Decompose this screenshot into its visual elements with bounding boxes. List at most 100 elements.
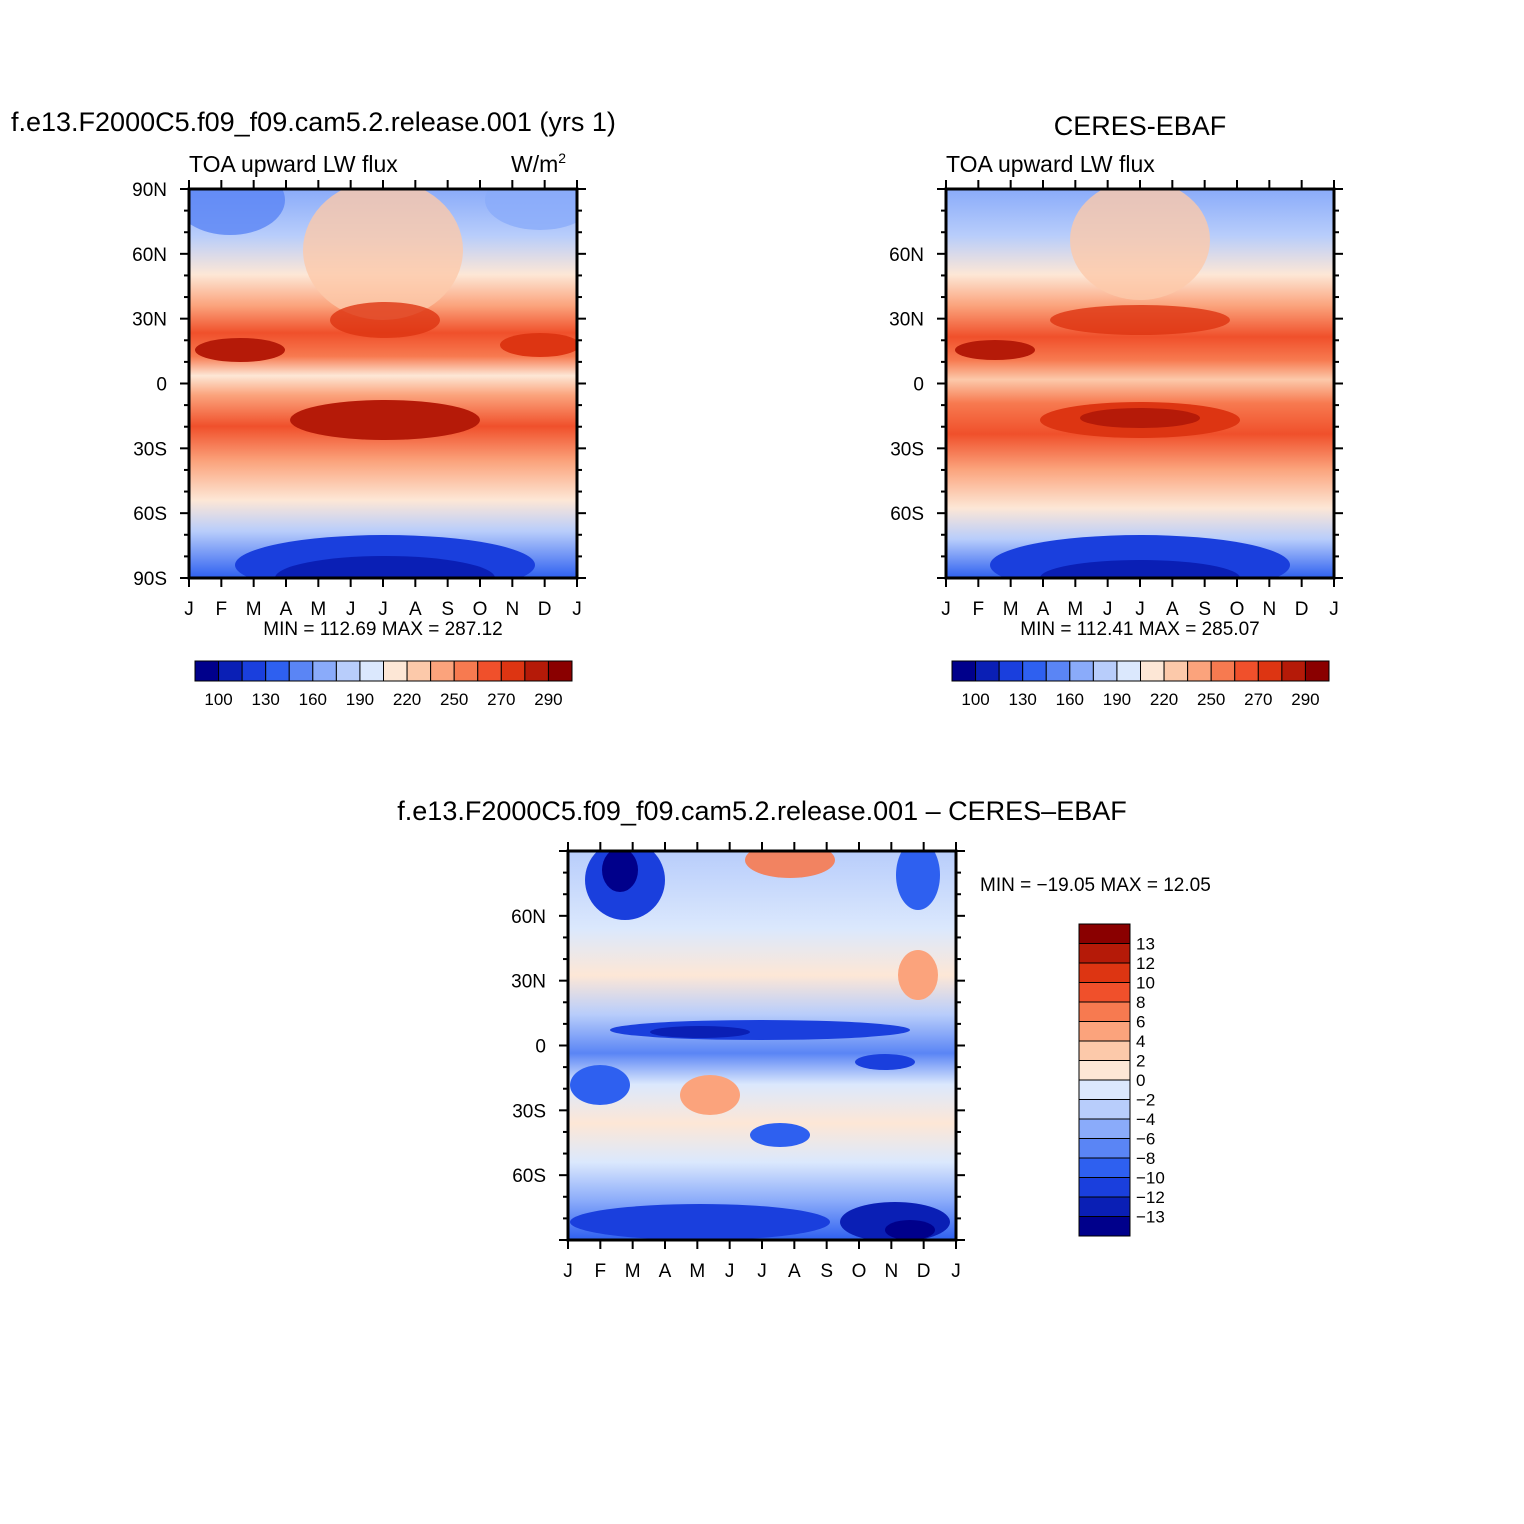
- colorbar-swatch: [1257, 660, 1283, 682]
- x-tick-label: A: [788, 1261, 801, 1282]
- model-title: f.e13.F2000C5.f09_f09.cam5.2.release.001…: [11, 107, 616, 137]
- colorbar-label: 6: [1136, 1013, 1145, 1032]
- x-tick-label: M: [625, 1261, 641, 1282]
- colorbar-swatch: [1078, 1216, 1131, 1237]
- y-tick-label: 0: [535, 1037, 546, 1058]
- difference-min-max: MIN = −19.05 MAX = 12.05: [980, 875, 1211, 896]
- x-tick-label: A: [1166, 599, 1179, 620]
- colorbar-swatch: [335, 660, 361, 682]
- colorbar-swatch: [1078, 943, 1131, 964]
- colorbar-swatch: [1078, 1001, 1131, 1022]
- x-tick-label: J: [1135, 599, 1145, 620]
- colorbar-swatch: [194, 660, 220, 682]
- x-tick-label: D: [917, 1261, 931, 1282]
- obs-title: CERES-EBAF: [1054, 111, 1227, 141]
- colorbar-swatch: [383, 660, 408, 682]
- colorbar-label: 250: [1197, 690, 1225, 709]
- colorbar-swatch: [1078, 1138, 1131, 1159]
- colorbar-label: 100: [204, 690, 232, 709]
- colorbar-swatch: [1078, 1040, 1131, 1061]
- colorbar-label: 220: [1150, 690, 1178, 709]
- x-tick-label: F: [973, 599, 985, 620]
- x-tick-label: J: [1329, 599, 1339, 620]
- x-tick-label: M: [689, 1261, 705, 1282]
- colorbar-label: 8: [1136, 993, 1145, 1012]
- colorbar-label: 270: [487, 690, 515, 709]
- colorbar-swatch: [1078, 1060, 1131, 1081]
- y-tick-label: 30N: [889, 310, 924, 331]
- colorbar-label: 2: [1136, 1052, 1145, 1071]
- y-tick-label: 0: [156, 375, 167, 396]
- colorbar-label: −6: [1136, 1130, 1155, 1149]
- x-tick-label: D: [538, 599, 552, 620]
- colorbar-swatch: [547, 660, 573, 682]
- x-tick-label: D: [1295, 599, 1309, 620]
- colorbar-swatch: [453, 660, 479, 682]
- colorbar-label: 4: [1136, 1032, 1145, 1051]
- x-tick-label: S: [441, 599, 454, 620]
- x-tick-label: J: [951, 1261, 961, 1282]
- colorbar-swatch: [1078, 1099, 1131, 1120]
- x-tick-label: O: [1230, 599, 1245, 620]
- y-tick-label: 30S: [512, 1101, 546, 1122]
- y-tick-label: 60N: [889, 245, 924, 266]
- y-tick-label: 0: [913, 375, 924, 396]
- colorbar-swatch: [1069, 660, 1094, 682]
- colorbar-swatch: [524, 660, 549, 682]
- colorbar-swatch: [1078, 1196, 1131, 1217]
- model-variable-label: TOA upward LW flux: [189, 151, 398, 177]
- colorbar-swatch: [1187, 660, 1212, 682]
- x-tick-label: J: [346, 599, 356, 620]
- colorbar-swatch: [500, 660, 526, 682]
- obs-min-max: MIN = 112.41 MAX = 285.07: [1020, 619, 1259, 640]
- x-tick-label: J: [757, 1261, 767, 1282]
- colorbar-swatch: [1078, 1157, 1131, 1178]
- x-tick-label: J: [563, 1261, 573, 1282]
- colorbar-label: 190: [346, 690, 374, 709]
- colorbar-swatch: [241, 660, 267, 682]
- colorbar-label: 160: [1056, 690, 1084, 709]
- colorbar-label: 130: [252, 690, 280, 709]
- x-tick-label: O: [852, 1261, 867, 1282]
- y-tick-label: 30N: [132, 310, 167, 331]
- difference-y-axis: 60N 30N 0 30S 60S: [511, 850, 965, 1241]
- units-text: W/m: [511, 151, 558, 177]
- model-panel: f.e13.F2000C5.f09_f09.cam5.2.release.001…: [11, 107, 616, 709]
- x-tick-label: A: [659, 1261, 672, 1282]
- obs-variable-label: TOA upward LW flux: [946, 151, 1155, 177]
- colorbar-label: 250: [440, 690, 468, 709]
- x-tick-label: M: [1067, 599, 1083, 620]
- colorbar-swatch: [1304, 660, 1330, 682]
- colorbar-swatch: [1092, 660, 1118, 682]
- colorbar-swatch: [265, 660, 290, 682]
- colorbar-swatch: [998, 660, 1024, 682]
- x-tick-label: M: [1003, 599, 1019, 620]
- colorbar-swatch: [1078, 1079, 1131, 1100]
- colorbar-swatch: [359, 660, 384, 682]
- colorbar-swatch: [1078, 923, 1131, 944]
- colorbar-swatch: [975, 660, 1000, 682]
- colorbar-swatch: [1281, 660, 1306, 682]
- colorbar-label: 0: [1136, 1071, 1145, 1090]
- y-tick-label: 60S: [512, 1166, 546, 1187]
- x-tick-label: J: [572, 599, 582, 620]
- colorbar-swatch: [1078, 982, 1131, 1003]
- x-tick-label: N: [505, 599, 519, 620]
- model-contour-field: [189, 189, 577, 578]
- colorbar-label: −8: [1136, 1149, 1155, 1168]
- x-tick-label: A: [280, 599, 293, 620]
- model-y-axis: 90N 60N 30N 0 30S 60S 90S: [132, 180, 586, 590]
- colorbar-swatch: [477, 660, 502, 682]
- x-tick-label: A: [409, 599, 422, 620]
- colorbar-label: −10: [1136, 1169, 1165, 1188]
- y-tick-label: 90N: [132, 180, 167, 201]
- y-tick-label: 30N: [511, 972, 546, 993]
- colorbar-swatch: [218, 660, 243, 682]
- colorbar-label: 130: [1009, 690, 1037, 709]
- colorbar-swatch: [1045, 660, 1071, 682]
- colorbar-swatch: [1234, 660, 1259, 682]
- colorbar-swatch: [1078, 962, 1131, 983]
- colorbar-label: 12: [1136, 954, 1155, 973]
